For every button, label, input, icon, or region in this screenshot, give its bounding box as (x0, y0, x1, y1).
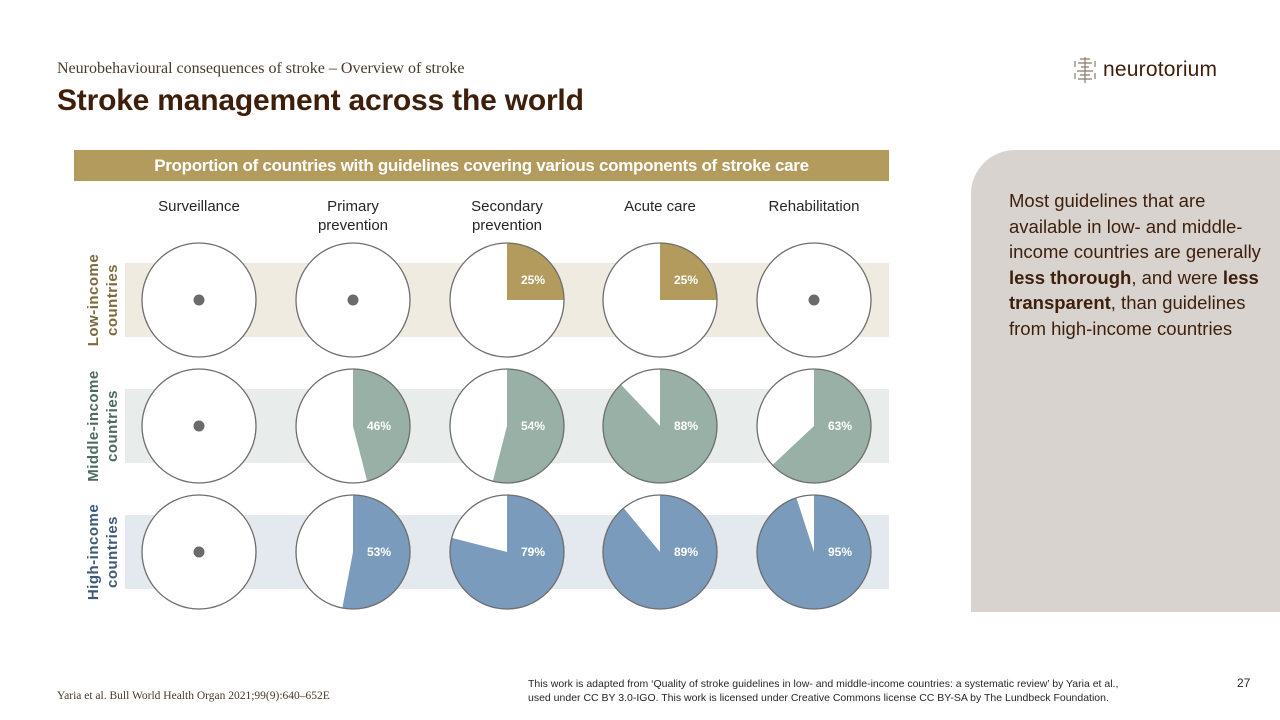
pie-low-income-secondary-prevention: 25% (449, 242, 565, 358)
pie-outline (602, 368, 718, 484)
column-label-line: Secondary (471, 198, 543, 215)
column-label-line: Rehabilitation (768, 198, 860, 215)
pie-value-label: 79% (521, 545, 545, 559)
pie-value-label: 53% (367, 545, 391, 559)
column-label-surveillance: Surveillance (129, 197, 269, 216)
pie-high-income-primary-prevention: 53% (295, 494, 411, 610)
pie-low-income-rehabilitation (756, 242, 872, 358)
pie-outline (449, 242, 565, 358)
pie-outline (756, 494, 872, 610)
key-message-part: , and were (1131, 266, 1223, 288)
page-title: Stroke management across the world (57, 84, 584, 117)
zero-value-dot (808, 294, 820, 306)
key-message-part: Most guidelines that are available in lo… (1009, 190, 1261, 262)
key-message-emphasis: less thorough (1009, 266, 1132, 288)
pie-slice (603, 495, 718, 609)
license-line: used under CC BY 3.0-IGO. This work is l… (528, 692, 1109, 704)
pie-outline (449, 494, 565, 610)
pie-outline (295, 494, 411, 610)
pie-middle-income-primary-prevention: 46% (295, 368, 411, 484)
pie-outline (141, 494, 257, 610)
key-message-text: Most guidelines that are available in lo… (1009, 188, 1261, 341)
column-label-rehabilitation: Rehabilitation (744, 197, 884, 216)
pie-value-label: 89% (674, 545, 698, 559)
pie-outline (141, 242, 257, 358)
logo-text: neurotorium (1103, 58, 1218, 81)
pie-outline (756, 242, 872, 358)
zero-value-dot (193, 420, 205, 432)
zero-value-dot (193, 294, 205, 306)
key-message-part: , than guidelines from high-income count… (1009, 292, 1246, 339)
license-line: This work is adapted from ‘Quality of st… (528, 678, 1119, 690)
pie-outline (602, 494, 718, 610)
pie-slice (603, 369, 718, 483)
brain-tree-icon (1074, 57, 1096, 83)
pie-slice (449, 495, 564, 610)
pie-slice (342, 495, 411, 609)
pie-value-label: 25% (674, 273, 698, 287)
pie-chart-grid: 25% 25% 46% 54% 88% 63% 53% 79% 89% 95% (141, 242, 872, 610)
column-label-secondary-prevention: Secondary prevention (437, 197, 577, 235)
pie-outline (295, 242, 411, 358)
column-label-line: Primary (327, 198, 379, 215)
breadcrumb: Neurobehavioural consequences of stroke … (57, 60, 465, 77)
chart-title: Proportion of countries with guidelines … (74, 150, 889, 181)
column-label-line: prevention (317, 217, 389, 234)
pie-value-label: 88% (674, 419, 698, 433)
page-number: 27 (1237, 676, 1251, 690)
pie-slice (507, 243, 564, 300)
pie-slice (353, 369, 411, 482)
column-label-line: prevention (471, 217, 543, 234)
column-label-acute-care: Acute care (590, 197, 730, 216)
pie-value-label: 95% (828, 545, 852, 559)
pie-middle-income-rehabilitation: 63% (756, 368, 872, 484)
logo: neurotorium (1072, 54, 1217, 86)
key-message-emphasis: less transparent (1009, 266, 1259, 314)
zero-value-dot (347, 294, 359, 306)
pie-value-label: 25% (521, 273, 545, 287)
pie-outline (449, 368, 565, 484)
license-notice: This work is adapted from ‘Quality of st… (528, 677, 1218, 705)
zero-value-dot (193, 546, 205, 558)
pie-outline (756, 368, 872, 484)
pie-slice (492, 369, 564, 483)
pie-high-income-surveillance (141, 494, 257, 610)
pie-high-income-rehabilitation: 95% (756, 494, 872, 610)
citation: Yaria et al. Bull World Health Organ 202… (57, 690, 330, 702)
pie-low-income-surveillance (141, 242, 257, 358)
pie-high-income-acute-care: 89% (602, 494, 718, 610)
pie-slice (772, 369, 872, 483)
pie-value-label: 46% (367, 419, 391, 433)
pie-low-income-acute-care: 25% (602, 242, 718, 358)
pie-low-income-primary-prevention (295, 242, 411, 358)
pie-middle-income-acute-care: 88% (602, 368, 718, 484)
column-label-line: Acute care (624, 198, 696, 215)
column-label-primary-prevention: Primary prevention (283, 197, 423, 235)
pie-outline (295, 368, 411, 484)
pie-slice (757, 494, 872, 610)
pie-outline (141, 368, 257, 484)
column-label-line: Surveillance (158, 198, 240, 215)
pie-slice (660, 243, 717, 300)
pie-high-income-secondary-prevention: 79% (449, 494, 565, 610)
key-message-panel: Most guidelines that are available in lo… (971, 150, 1280, 612)
pie-middle-income-surveillance (141, 368, 257, 484)
pie-value-label: 54% (521, 419, 545, 433)
pie-middle-income-secondary-prevention: 54% (449, 368, 565, 484)
pie-outline (602, 242, 718, 358)
pie-value-label: 63% (828, 419, 852, 433)
